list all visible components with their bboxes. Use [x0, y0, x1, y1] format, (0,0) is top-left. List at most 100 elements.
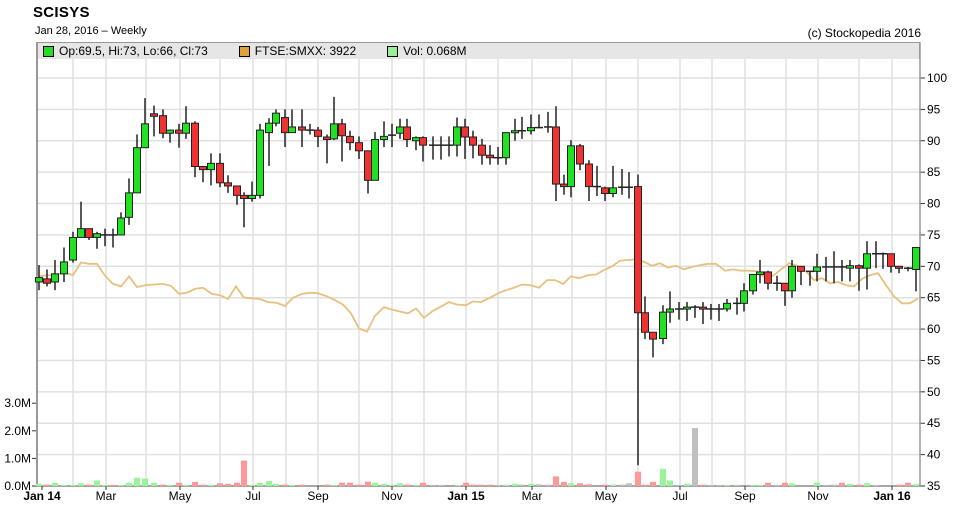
- volume-bar: [873, 484, 879, 486]
- candle-down: [576, 145, 584, 165]
- volume-bar: [192, 481, 198, 486]
- volume-bar: [716, 484, 722, 486]
- volume-bar: [561, 481, 567, 486]
- candle-up: [256, 129, 264, 196]
- candle-up: [846, 265, 854, 269]
- y-tick-label: 45: [927, 416, 941, 430]
- candle-down: [895, 265, 903, 269]
- volume-bar: [650, 481, 656, 486]
- volume-bar: [512, 483, 518, 486]
- candle-up: [133, 147, 141, 194]
- y-tick-label: 100: [927, 71, 947, 85]
- candle-up: [511, 130, 519, 134]
- volume-bar: [774, 484, 780, 486]
- volume-bar: [266, 481, 272, 486]
- candle-up: [117, 217, 125, 236]
- volume-bar: [913, 484, 919, 486]
- volume-bar: [782, 482, 788, 486]
- legend-label-ohlc: Op:69.5, Hi:73, Lo:66, Cl:73: [59, 44, 208, 58]
- legend-swatch-lightgreen-icon: [387, 45, 399, 57]
- volume-bar: [700, 484, 706, 486]
- volume-bar: [478, 484, 484, 486]
- volume-bar: [413, 484, 419, 486]
- candle-up: [756, 271, 764, 275]
- volume-bar: [553, 476, 559, 486]
- candle-down: [887, 253, 895, 267]
- candle-down: [240, 194, 248, 200]
- candle-down: [85, 228, 93, 238]
- volume-bar: [734, 484, 740, 486]
- y-tick-label: 95: [927, 102, 941, 116]
- volume-bar: [757, 484, 763, 486]
- volume-bar: [568, 483, 574, 486]
- volume-bar: [708, 484, 714, 486]
- candle-down: [486, 154, 494, 159]
- vol-tick-label: 0.0M: [4, 479, 31, 493]
- volume-bar: [626, 483, 632, 486]
- candle-down: [150, 113, 158, 117]
- candle-down: [699, 306, 707, 310]
- candle-up: [272, 112, 280, 124]
- x-tick-label: May: [595, 489, 618, 503]
- volume-bar: [70, 484, 76, 486]
- volume-bar: [36, 483, 42, 486]
- candle-up: [740, 290, 748, 304]
- candle-up: [330, 123, 338, 140]
- volume-bar: [602, 484, 608, 486]
- volume-bar: [217, 483, 223, 486]
- x-tick-label: Mar: [96, 489, 117, 503]
- y-tick-label: 50: [927, 385, 941, 399]
- candle-up: [265, 122, 273, 134]
- volume-bar: [495, 484, 501, 486]
- candle-down: [585, 163, 593, 188]
- volume-bar: [635, 471, 641, 486]
- candle-up: [77, 228, 85, 238]
- candle-down: [634, 186, 642, 314]
- volume-bar: [176, 482, 182, 486]
- x-tick-label: Mar: [522, 489, 543, 503]
- y-tick-label: 80: [927, 197, 941, 211]
- volume-bar: [331, 484, 337, 486]
- volume-bar: [126, 482, 132, 486]
- volume-bar: [503, 484, 509, 486]
- y-tick-label: 70: [927, 259, 941, 273]
- candle-up: [813, 266, 821, 272]
- volume-bar: [610, 484, 616, 486]
- candle-down: [764, 271, 772, 284]
- legend-item-ohlc: Op:69.5, Hi:73, Lo:66, Cl:73: [43, 44, 208, 58]
- volume-bar: [241, 460, 247, 486]
- candle-down: [191, 122, 199, 168]
- volume-bar: [86, 484, 92, 486]
- volume-bar: [381, 483, 387, 486]
- candle-up: [93, 233, 101, 238]
- volume-bar: [78, 483, 84, 486]
- y-tick-label: 75: [927, 228, 941, 242]
- legend-item-volume: Vol: 0.068M: [387, 44, 467, 58]
- candle-up: [609, 187, 617, 194]
- candle-down: [649, 331, 657, 340]
- candle-up: [659, 311, 667, 339]
- volume-bar: [102, 485, 108, 487]
- candle-down: [159, 115, 167, 134]
- candle-up: [912, 246, 920, 270]
- legend-label-index: FTSE:SMXX: 3922: [254, 44, 357, 58]
- candle-down: [346, 135, 354, 144]
- candle-up: [502, 132, 510, 159]
- candle-up: [248, 194, 256, 200]
- chart-title: SCISYS: [33, 4, 90, 21]
- volume-bar: [642, 484, 648, 486]
- candle-up: [749, 273, 757, 292]
- volume-bar: [234, 482, 240, 486]
- volume-bar: [200, 484, 206, 486]
- candle-down: [601, 187, 609, 194]
- candle-down: [469, 136, 477, 146]
- volume-bar: [282, 484, 288, 486]
- volume-bar: [856, 484, 862, 486]
- x-tick-label: Nov: [381, 489, 402, 503]
- candle-up: [141, 123, 149, 149]
- volume-bar: [905, 482, 911, 486]
- volume-bar: [847, 483, 853, 486]
- legend-item-index: FTSE:SMXX: 3922: [238, 44, 357, 58]
- volume-bar: [324, 484, 330, 486]
- candle-down: [314, 129, 322, 137]
